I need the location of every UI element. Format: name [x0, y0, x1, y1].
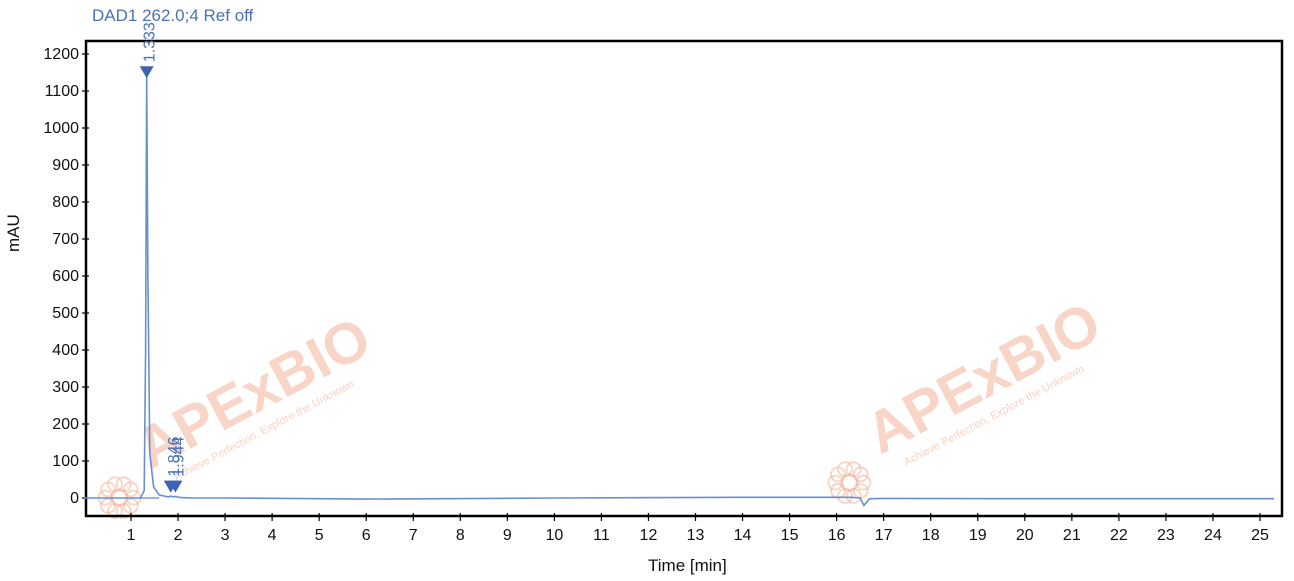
- x-tick-label: 5: [315, 527, 324, 544]
- y-tick-label: 900: [52, 157, 79, 174]
- x-tick-label: 22: [1110, 527, 1128, 544]
- x-tick-label: 6: [362, 527, 371, 544]
- x-tick-label: 21: [1063, 527, 1081, 544]
- plot-frame: [84, 39, 1284, 518]
- x-tick-label: 19: [969, 527, 987, 544]
- x-tick-label: 17: [875, 527, 893, 544]
- watermark-logo-dot: [100, 497, 117, 514]
- y-tick-label: 600: [52, 268, 79, 285]
- watermark-logo-dot: [840, 473, 859, 492]
- y-tick-label: 200: [52, 416, 79, 433]
- x-tick-label: 15: [781, 527, 799, 544]
- peak-label: 1.846: [166, 436, 183, 476]
- x-tick-label: 7: [409, 527, 418, 544]
- x-tick-label: 4: [268, 527, 277, 544]
- x-tick-label: 14: [734, 527, 752, 544]
- y-tick-label: 500: [52, 305, 79, 322]
- y-tick-label: 100: [52, 453, 79, 470]
- x-tick-label: 8: [456, 527, 465, 544]
- y-tick-label: 1000: [43, 120, 79, 137]
- y-tick-label: 300: [52, 379, 79, 396]
- series-line: [84, 76, 1275, 507]
- peak-marker: [168, 480, 183, 493]
- x-tick-label: 2: [174, 527, 183, 544]
- x-tick-label: 10: [545, 527, 563, 544]
- x-axis-label: Time [min]: [648, 556, 727, 575]
- peak-label: 1.333: [142, 22, 159, 62]
- watermark-logo-dot: [855, 474, 872, 491]
- chart-title: DAD1 262.0;4 Ref off: [92, 6, 254, 25]
- x-tick-label: 25: [1251, 527, 1269, 544]
- y-tick-label: 1100: [45, 83, 80, 100]
- x-tick-label: 18: [922, 527, 940, 544]
- x-tick-label: 23: [1157, 527, 1175, 544]
- y-tick-label: 800: [52, 194, 79, 211]
- x-tick-label: 11: [593, 527, 610, 544]
- y-tick-label: 0: [70, 490, 79, 507]
- axes: 0 100 200 300 400 500 600 700 800 900 1000 1100 1200…: [43, 39, 1284, 544]
- peak-label: 1.944: [170, 436, 187, 476]
- x-tick-label: 12: [640, 527, 658, 544]
- y-tick-label: 400: [52, 342, 79, 359]
- y-tick-label: 700: [52, 231, 79, 248]
- x-tick-label: 13: [687, 527, 705, 544]
- watermark-logo-dot: [852, 466, 869, 483]
- x-tick-label: 24: [1204, 527, 1222, 544]
- x-tick-label: 3: [221, 527, 230, 544]
- x-tick-label: 16: [828, 527, 846, 544]
- x-tick-label: 1: [127, 527, 136, 544]
- watermark-logo-dot: [827, 474, 844, 491]
- watermark-logo-dot: [122, 481, 139, 498]
- y-tick-label: 1200: [43, 46, 79, 63]
- series-layer: [84, 76, 1275, 507]
- x-tick-label: 9: [503, 527, 512, 544]
- peak-marker: [139, 66, 154, 79]
- x-tick-label: 20: [1016, 527, 1034, 544]
